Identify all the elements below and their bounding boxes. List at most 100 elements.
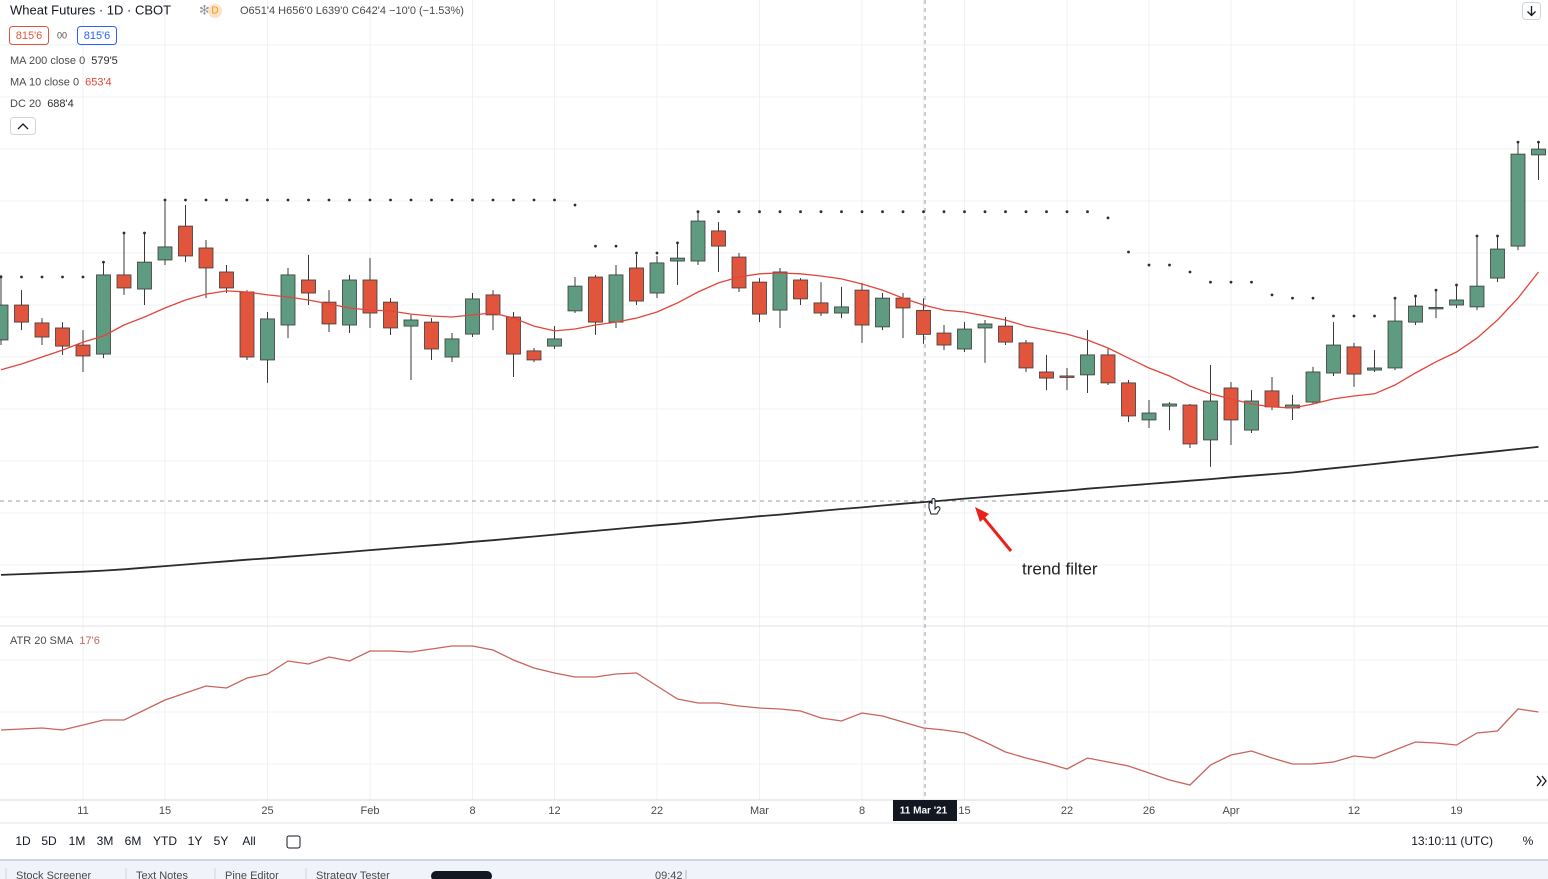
- annotation-arrow: [981, 516, 1013, 552]
- channel-dot: [1537, 140, 1540, 144]
- date-range-icon[interactable]: [286, 835, 301, 849]
- candle-body: [1305, 371, 1321, 403]
- x-tick-label: 8: [469, 805, 475, 817]
- channel-dot: [225, 198, 228, 202]
- channel-dot: [204, 198, 208, 202]
- channel-dot: [491, 198, 495, 202]
- x-tick-label: 8: [859, 805, 865, 817]
- channel-dot: [348, 198, 351, 202]
- candle-body: [342, 279, 357, 326]
- candle-body: [362, 279, 378, 314]
- bottom-tab[interactable]: Strategy Tester: [316, 870, 390, 879]
- candle-body: [444, 338, 460, 358]
- candle-body: [1469, 285, 1485, 308]
- candle-body: [916, 309, 931, 335]
- collapse-icon: [17, 123, 29, 130]
- channel-dot: [963, 210, 966, 214]
- channel-dot: [799, 210, 802, 214]
- candle-body: [875, 297, 890, 328]
- channel-dot: [1024, 210, 1028, 214]
- candle-body: [957, 328, 972, 350]
- candle-body: [588, 276, 603, 323]
- sell-button[interactable]: [9, 26, 49, 45]
- x-tick-label: 19: [1450, 805, 1462, 817]
- channel-dot: [1004, 210, 1007, 214]
- channel-dot: [40, 275, 44, 279]
- candle-body: [75, 344, 91, 357]
- range-button[interactable]: 1M: [69, 834, 86, 848]
- candle-body: [1039, 371, 1054, 379]
- range-button[interactable]: 3M: [97, 834, 114, 848]
- channel-dot: [881, 210, 884, 214]
- bottom-tab[interactable]: Stock Screener: [16, 870, 92, 879]
- channel-dot: [471, 198, 474, 202]
- candle-body: [1531, 148, 1546, 156]
- candle-body: [670, 257, 685, 262]
- sell-price[interactable]: 815'6: [16, 30, 43, 42]
- channel-dot: [614, 244, 618, 248]
- flag: D: [211, 6, 218, 17]
- buy-price[interactable]: 815'6: [84, 30, 111, 42]
- channel-dot: [430, 198, 433, 202]
- channel-dot: [1127, 250, 1130, 254]
- legend: MA 200 close 0 579'5 MA 10 close 0 653'4 DC …: [10, 55, 118, 647]
- clock-time[interactable]: 13:10:11 (UTC): [1411, 834, 1493, 848]
- channel-dot: [676, 241, 679, 245]
- legend-value: 653'4: [85, 76, 112, 88]
- channel-dot: [61, 275, 64, 279]
- toolbar: 1D 5D 1M 3M 6M YTD 1Y 5Y All: [15, 834, 255, 848]
- candle-body: [383, 301, 398, 329]
- legend-name: MA 10 close 0: [10, 76, 79, 88]
- candle-body: [1326, 344, 1341, 374]
- candle-body: [1367, 367, 1382, 371]
- channel-dot: [184, 198, 187, 202]
- x-tick-label: 12: [548, 805, 560, 817]
- x-tick-label: 15: [958, 805, 970, 817]
- candle-body: [1428, 307, 1444, 310]
- range-button[interactable]: YTD: [153, 834, 177, 848]
- candle-body: [649, 262, 665, 294]
- active-tab[interactable]: [431, 871, 492, 879]
- plot: [0, 140, 1546, 786]
- channel-dot: [143, 231, 146, 235]
- legend-value: 579'5: [91, 55, 118, 67]
- channel-dot: [655, 251, 659, 255]
- candle-body: [1018, 342, 1034, 369]
- channel-dot: [983, 210, 987, 214]
- percent-toggle[interactable]: %: [1523, 834, 1534, 848]
- range-button[interactable]: 1D: [15, 834, 31, 848]
- range-button[interactable]: All: [242, 834, 255, 848]
- range-button[interactable]: 5Y: [214, 834, 229, 848]
- x-tick-label: Feb: [361, 805, 380, 817]
- candle-body: [301, 279, 316, 294]
- x-tick-label: 15: [159, 805, 171, 817]
- range-button[interactable]: 6M: [125, 834, 142, 848]
- candle-body: [0, 304, 9, 341]
- x-tick-label: 11 Mar '21: [900, 806, 948, 817]
- bottom-tab[interactable]: Pine Editor: [225, 870, 279, 879]
- symbol-title: Wheat Futures · 1D · CBOT: [10, 2, 171, 17]
- legend-name: DC 20: [10, 98, 41, 110]
- x-tick-label: Mar: [750, 805, 769, 817]
- indicator-line: [0, 446, 1539, 576]
- range-button[interactable]: 1Y: [188, 834, 203, 848]
- buy-button[interactable]: [77, 26, 117, 45]
- channel-dot: [389, 198, 392, 202]
- candle-body: [1162, 403, 1177, 407]
- x-tick-label: 26: [1143, 805, 1155, 817]
- candle-body: [1346, 346, 1362, 375]
- range-button[interactable]: 5D: [41, 834, 57, 848]
- spread: 00: [57, 30, 67, 40]
- candle-body: [567, 285, 583, 312]
- collapse-button[interactable]: [10, 117, 36, 135]
- candle-body: [1203, 400, 1218, 441]
- candle-body: [711, 230, 726, 247]
- channel-dot: [553, 198, 556, 202]
- x-tick-label: Apr: [1222, 805, 1239, 817]
- channel-dot: [1332, 314, 1335, 318]
- scroll-right-icon[interactable]: [1536, 775, 1547, 787]
- channel-dot: [922, 210, 925, 214]
- candle-body: [403, 319, 419, 327]
- bottom-tab[interactable]: Text Notes: [136, 870, 188, 879]
